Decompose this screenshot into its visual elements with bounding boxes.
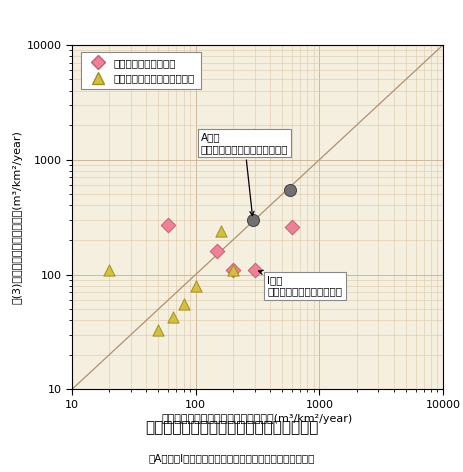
Text: 図３　流出土砂量の実測値と予測値の比較: 図３ 流出土砂量の実測値と予測値の比較 [145, 420, 318, 435]
Text: （Aダム，Iダムは、堆砂量の実測に基づく検証用データ）: （Aダム，Iダムは、堆砂量の実測に基づく検証用データ） [149, 453, 314, 463]
X-axis label: 堆砂量データから求めた流出土砂量　(m³/km²/year): 堆砂量データから求めた流出土砂量 (m³/km²/year) [162, 414, 352, 424]
Point [192, 282, 199, 289]
Y-axis label: 式(3)から求めた流出土砂量　(m³/km²/year): 式(3)から求めた流出土砂量 (m³/km²/year) [13, 130, 22, 304]
Point [229, 266, 236, 274]
Point [180, 301, 187, 308]
Point [286, 186, 293, 194]
Point [249, 216, 256, 224]
Text: Aダム
（東海・関東型、第三紀以前）: Aダム （東海・関東型、第三紀以前） [200, 132, 288, 216]
Legend: 瀬戸内型、第三紀以前, 東北・北海道型、第三紀以前: 瀬戸内型、第三紀以前, 東北・北海道型、第三紀以前 [81, 52, 200, 90]
Point [217, 227, 224, 235]
Text: Iダム
（瀬戸内型、第三紀以前）: Iダム （瀬戸内型、第三紀以前） [258, 270, 342, 296]
Point [169, 313, 176, 320]
Point [288, 223, 295, 231]
Point [229, 266, 236, 274]
Point [250, 266, 258, 274]
Point [213, 247, 221, 255]
Point [164, 221, 172, 229]
Point [105, 266, 113, 274]
Point [154, 326, 162, 334]
